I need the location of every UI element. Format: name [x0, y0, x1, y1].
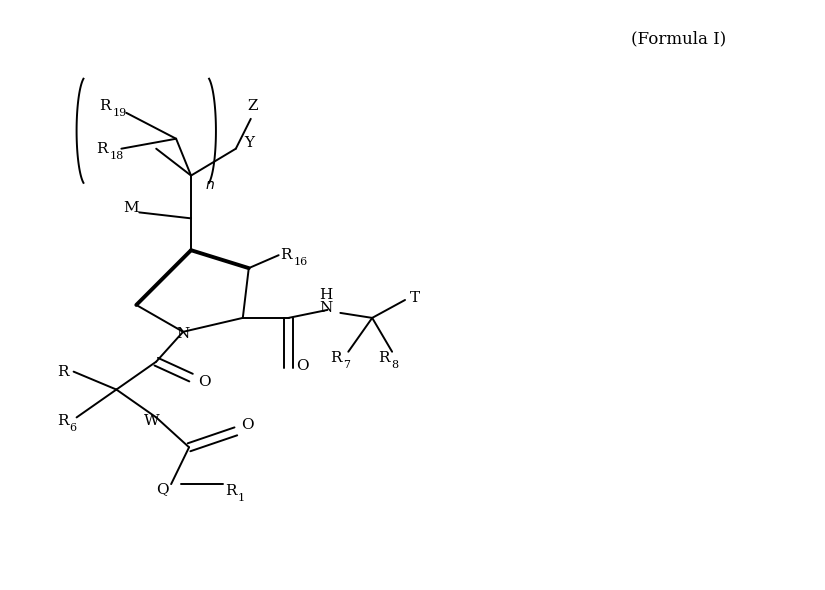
Text: 18: 18 — [110, 150, 124, 160]
Text: O: O — [296, 359, 309, 373]
Text: O: O — [242, 418, 254, 432]
Text: R: R — [280, 248, 292, 262]
Text: 1: 1 — [238, 493, 245, 503]
Text: 6: 6 — [69, 424, 77, 434]
Text: R: R — [57, 365, 68, 379]
Text: M: M — [124, 201, 139, 215]
Text: 16: 16 — [294, 257, 308, 267]
Text: O: O — [198, 375, 210, 389]
Text: 8: 8 — [391, 360, 398, 370]
Text: Z: Z — [248, 99, 258, 113]
Text: (Formula I): (Formula I) — [631, 31, 726, 48]
Text: 7: 7 — [343, 360, 351, 370]
Text: 19: 19 — [112, 108, 127, 118]
Text: H: H — [318, 288, 332, 302]
Text: R: R — [57, 414, 68, 428]
Text: R: R — [97, 142, 108, 156]
Text: R: R — [100, 99, 111, 113]
Text: W: W — [144, 414, 160, 428]
Text: R: R — [225, 484, 237, 498]
Text: Q: Q — [156, 482, 169, 496]
Text: N: N — [177, 327, 190, 341]
Text: $n$: $n$ — [205, 178, 214, 192]
Text: R: R — [330, 350, 342, 365]
Text: Y: Y — [243, 136, 254, 150]
Text: T: T — [410, 291, 420, 305]
Text: N: N — [318, 301, 332, 315]
Text: R: R — [378, 350, 389, 365]
